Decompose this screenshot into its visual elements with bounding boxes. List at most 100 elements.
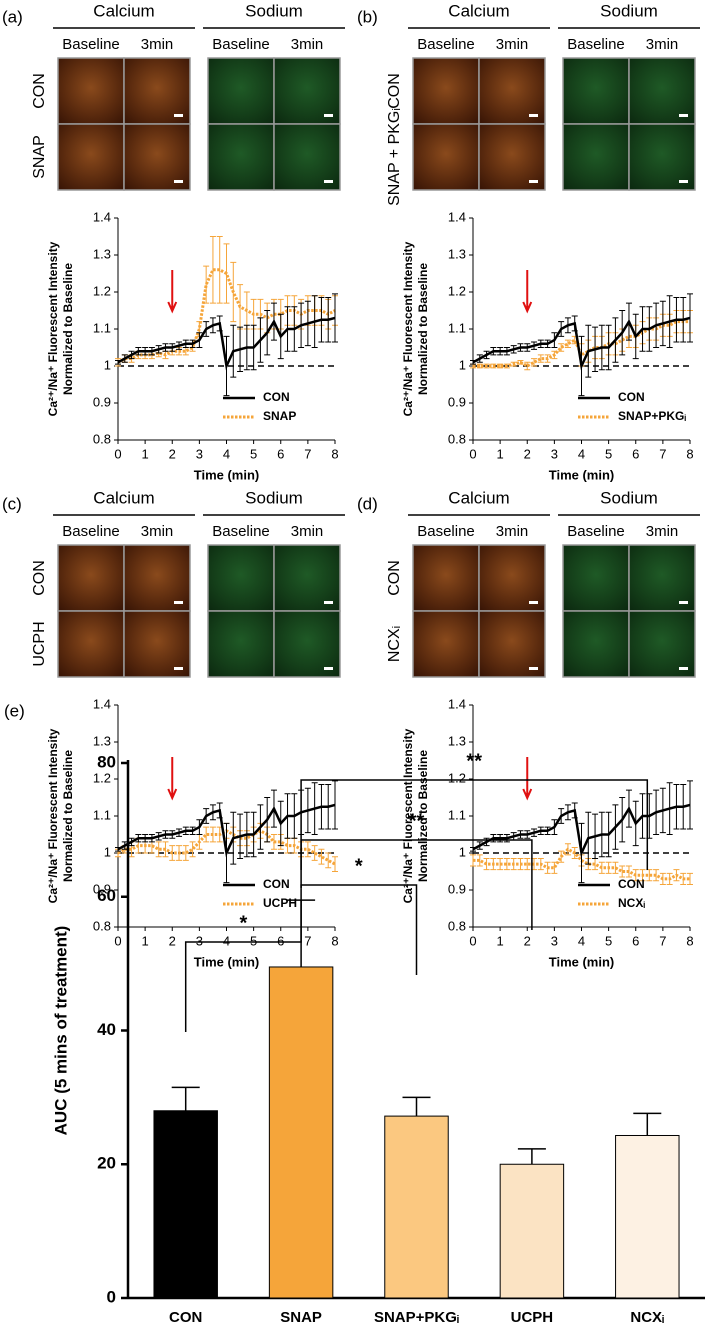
error-bar (189, 841, 196, 858)
micrograph (628, 57, 696, 125)
error-bar (524, 361, 531, 371)
x-tick-label: 7 (659, 446, 666, 461)
scale-bar (679, 114, 688, 117)
x-tick-label: 2 (169, 446, 176, 461)
legend-label: UCPH (263, 896, 297, 910)
y-axis-label: Ca²⁺/Na⁺ Fluorescent Intensity (401, 728, 415, 903)
micrograph (57, 610, 125, 678)
micrograph (207, 123, 275, 191)
micrograph (57, 123, 125, 191)
micrograph (207, 544, 275, 612)
scale-bar (679, 601, 688, 604)
error-bar (476, 363, 483, 369)
micrograph (412, 610, 480, 678)
image-row-label: SNAP (31, 135, 48, 179)
x-tick-label: 5 (605, 446, 612, 461)
y-axis-label: Normalized to Baseline (61, 263, 75, 395)
image-time-label: Baseline (417, 36, 475, 53)
y-tick-label: 1.3 (448, 733, 466, 748)
y-tick-label: 20 (97, 1154, 116, 1173)
error-bar (564, 339, 571, 348)
image-column-header: Sodium (600, 1, 658, 20)
error-bar (318, 848, 325, 865)
y-tick-label: 1.3 (93, 733, 111, 748)
scale-bar (324, 601, 333, 604)
x-tick-label: 0 (114, 933, 121, 948)
bar (268, 966, 334, 1299)
y-tick-label: 1.2 (448, 770, 466, 785)
treatment-arrow (167, 270, 178, 314)
y-axis-label: AUC (5 mins of treatment) (51, 926, 70, 1136)
scale-bar (174, 114, 183, 117)
significance-label: * (355, 855, 363, 877)
scale-bar (679, 667, 688, 670)
x-tick-label: 5 (250, 933, 257, 948)
y-tick-label: 0.9 (93, 881, 111, 896)
image-time-label: Baseline (212, 523, 270, 540)
image-column-header: Calcium (93, 488, 154, 507)
series-line (117, 316, 336, 371)
scale-bar (174, 667, 183, 670)
x-tick-label: SNAP+PKGᵢ (374, 1309, 459, 1325)
micrograph (412, 57, 480, 125)
significance-label: ** (466, 750, 482, 772)
error-bar (304, 841, 311, 858)
micrograph (123, 610, 191, 678)
image-time-label: 3min (291, 36, 324, 53)
micrograph (273, 123, 341, 191)
image-time-label: Baseline (62, 36, 120, 53)
error-bar (483, 858, 490, 871)
y-axis-label: Normalized to Baseline (416, 263, 430, 395)
x-axis-label: Time (min) (549, 467, 615, 482)
panel-label: (b) (357, 7, 378, 26)
treatment-arrow (522, 270, 533, 314)
x-tick-label: 1 (142, 933, 149, 948)
error-bar (558, 343, 565, 352)
y-tick-label: 1.4 (93, 209, 111, 224)
x-tick-label: 1 (142, 446, 149, 461)
image-column-header: Calcium (93, 1, 154, 20)
x-tick-label: 2 (524, 446, 531, 461)
error-bar (537, 354, 544, 363)
x-tick-label: 7 (304, 446, 311, 461)
x-tick-label: 7 (304, 933, 311, 948)
image-time-label: Baseline (417, 523, 475, 540)
x-tick-label: 8 (686, 933, 693, 948)
scale-bar (324, 114, 333, 117)
error-bar (311, 845, 318, 861)
significance-label: ** (409, 810, 425, 832)
error-bars (115, 780, 338, 884)
error-bar (182, 845, 189, 861)
scale-bar (174, 601, 183, 604)
x-tick-label: 3 (196, 933, 203, 948)
y-axis-label: Ca²⁺/Na⁺ Fluorescent Intensity (46, 241, 60, 416)
error-bar (209, 236, 216, 304)
error-bars (115, 293, 338, 397)
y-axis-label: Ca²⁺/Na⁺ Fluorescent Intensity (401, 241, 415, 416)
micrograph (412, 544, 480, 612)
error-bars (470, 780, 693, 884)
legend-label: NCXᵢ (618, 896, 645, 910)
y-tick-label: 0.8 (448, 918, 466, 933)
error-bar (619, 865, 626, 878)
x-tick-label: 0 (469, 446, 476, 461)
series-line (472, 803, 691, 858)
y-tick-label: 60 (97, 886, 116, 905)
y-tick-label: 1.1 (448, 807, 466, 822)
panel-label: (a) (2, 7, 23, 26)
scale-bar (529, 601, 538, 604)
error-bar (332, 856, 338, 872)
series-line (117, 803, 336, 858)
x-tick-label: 6 (632, 446, 639, 461)
x-tick-label: 1 (497, 933, 504, 948)
significance-bracket (300, 779, 649, 870)
treatment-arrow (522, 757, 533, 801)
significance-bracket (184, 888, 302, 1032)
x-tick-label: 6 (277, 446, 284, 461)
image-row-label: NCXᵢ (386, 626, 403, 662)
x-tick-label: CON (169, 1309, 202, 1325)
y-tick-label: 0.9 (448, 881, 466, 896)
y-tick-label: 1.2 (93, 283, 111, 298)
x-axis-label: Time (min) (549, 954, 615, 969)
